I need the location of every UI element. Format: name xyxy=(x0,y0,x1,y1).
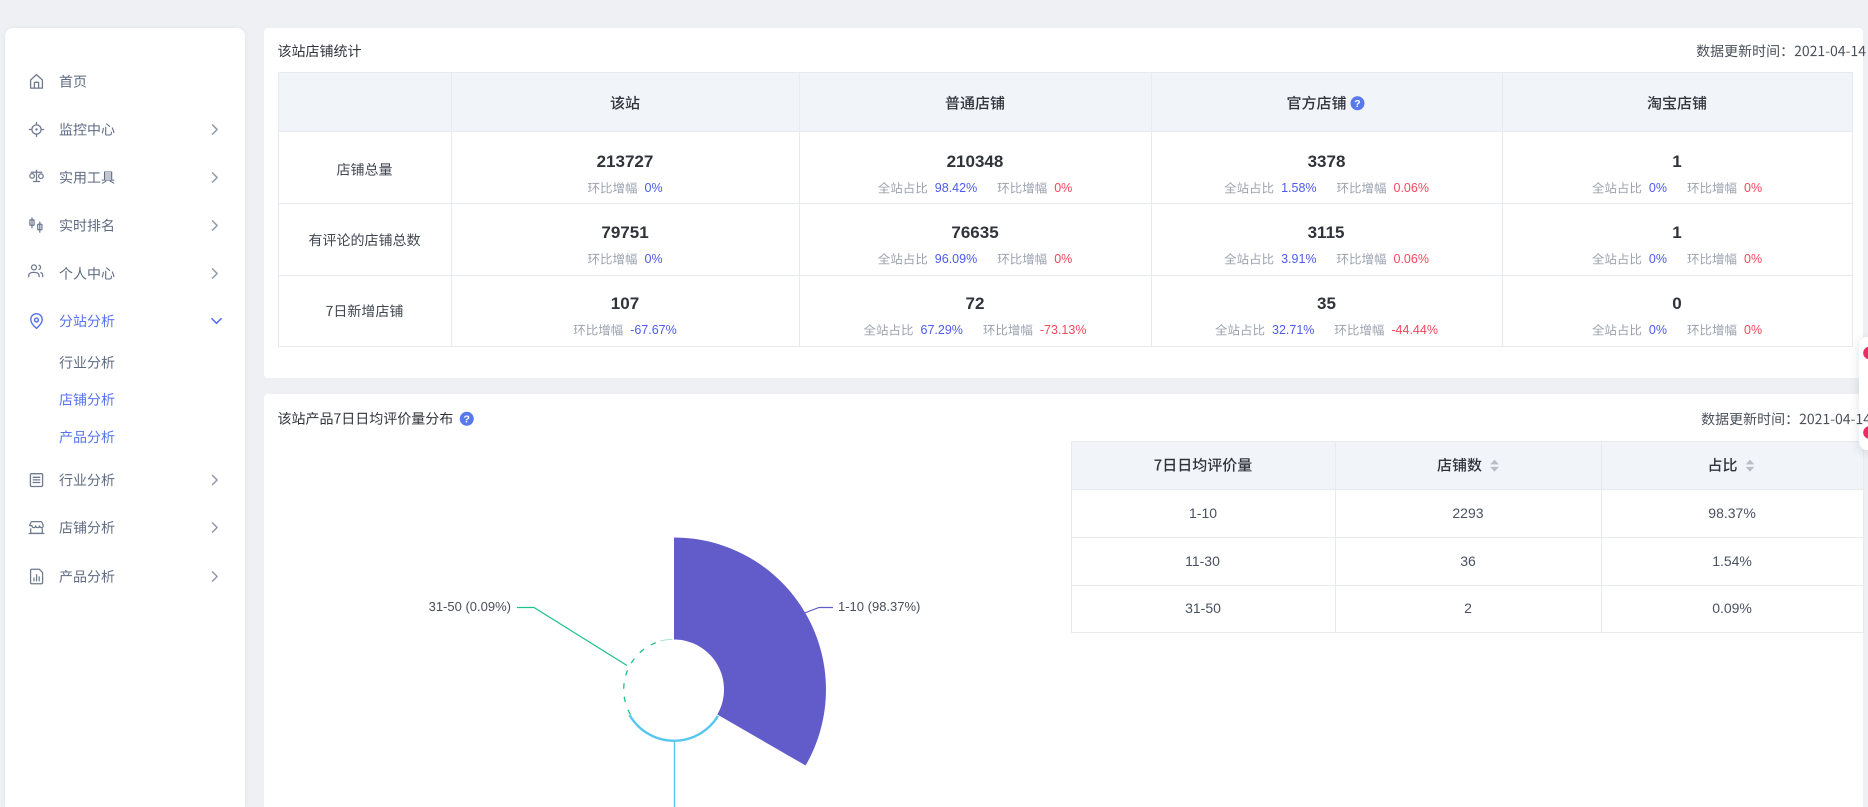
svg-text:?: ? xyxy=(1354,98,1360,110)
svg-text:?: ? xyxy=(464,414,470,426)
